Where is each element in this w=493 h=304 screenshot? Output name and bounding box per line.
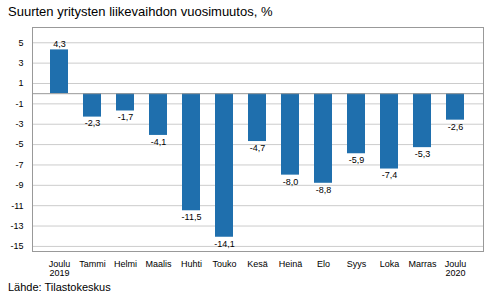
svg-text:-13: -13 (10, 221, 23, 231)
svg-text:3: 3 (18, 58, 23, 68)
svg-text:-3: -3 (15, 119, 23, 129)
svg-text:Elo: Elo (317, 259, 330, 269)
svg-text:Huhti: Huhti (181, 259, 202, 269)
svg-text:Kesä: Kesä (247, 259, 268, 269)
svg-text:Tammi: Tammi (79, 259, 106, 269)
svg-text:-7: -7 (15, 160, 23, 170)
svg-text:-1,7: -1,7 (118, 112, 134, 122)
html-text:Suurten yritysten liikevaihdon: Suurten yritysten liikevaihdon vuosimuut… (8, 4, 273, 19)
svg-text:-5,9: -5,9 (349, 155, 365, 165)
svg-text:Maalis: Maalis (145, 259, 172, 269)
svg-text:4,3: 4,3 (53, 39, 66, 49)
svg-text:Helmi: Helmi (114, 259, 137, 269)
svg-text:-11: -11 (11, 201, 23, 211)
svg-text:-2,6: -2,6 (448, 122, 464, 132)
html-text:Lähde: Tilastokeskus: Lähde: Tilastokeskus (8, 281, 111, 293)
svg-text:-7,4: -7,4 (382, 170, 398, 180)
svg-text:Joulu2020: Joulu2020 (445, 259, 467, 278)
svg-text:-4,1: -4,1 (151, 137, 167, 147)
svg-text:Syys: Syys (347, 259, 367, 269)
svg-text:Loka: Loka (380, 259, 400, 269)
svg-text:-4,7: -4,7 (250, 143, 266, 153)
svg-text:Marras: Marras (408, 259, 437, 269)
svg-text:-2,3: -2,3 (85, 118, 101, 128)
svg-text:-15: -15 (10, 241, 23, 251)
svg-text:5: 5 (18, 38, 23, 48)
svg-text:-5,3: -5,3 (415, 149, 431, 159)
svg-text:-8,8: -8,8 (316, 185, 332, 195)
svg-text:Heinä: Heinä (279, 259, 303, 269)
svg-text:1: 1 (18, 78, 23, 88)
svg-text:-1: -1 (15, 99, 23, 109)
svg-text:-11,5: -11,5 (182, 212, 202, 222)
svg-text:-9: -9 (15, 180, 23, 190)
svg-text:Joulu2019: Joulu2019 (49, 259, 71, 278)
svg-text:-8,0: -8,0 (283, 177, 299, 187)
svg-text:Touko: Touko (212, 259, 236, 269)
svg-text:-14,1: -14,1 (214, 239, 235, 249)
svg-text:-5: -5 (15, 139, 23, 149)
